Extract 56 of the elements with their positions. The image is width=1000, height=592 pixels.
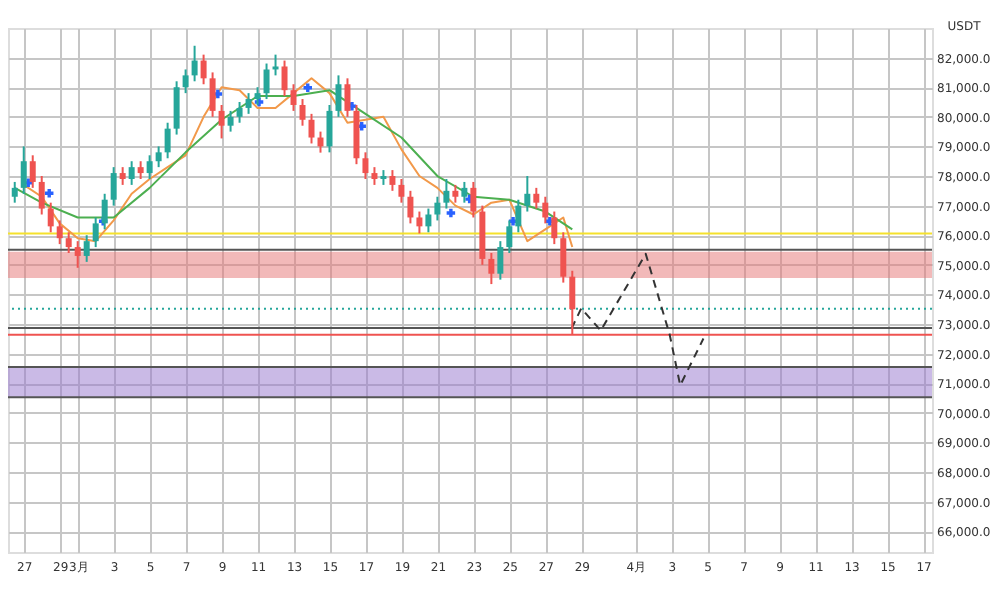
candlestick [164, 121, 171, 160]
candlestick [560, 231, 567, 284]
candlestick [200, 53, 207, 86]
candlestick [29, 154, 36, 189]
candlestick [344, 77, 351, 118]
candlestick [497, 240, 504, 281]
candlestick [434, 195, 441, 222]
candlestick [416, 210, 423, 235]
candlestick [155, 145, 162, 169]
candlestick [56, 219, 63, 246]
candlestick [227, 109, 234, 133]
candlestick [353, 103, 360, 166]
candlestick [443, 177, 450, 210]
candlestick [317, 130, 324, 154]
candlestick [425, 207, 432, 234]
candlestick [326, 103, 333, 154]
candlestick [308, 112, 315, 145]
candlestick [146, 154, 153, 180]
candlestick [110, 166, 117, 207]
candlestick [128, 160, 135, 186]
candlestick [74, 240, 81, 269]
candlestick [191, 44, 198, 83]
candlestick [101, 192, 108, 231]
candlestick [335, 74, 342, 118]
candlestick [362, 151, 369, 180]
candlestick [551, 210, 558, 246]
candlestick [290, 83, 297, 112]
candlestick [506, 219, 513, 254]
candlestick [263, 62, 270, 101]
candlestick [236, 101, 243, 124]
candlestick [65, 231, 72, 254]
candlestick [533, 186, 540, 210]
candlestick [20, 145, 27, 195]
candlestick [407, 189, 414, 225]
candlestick [389, 169, 396, 192]
candlestick [524, 175, 531, 213]
candlestick [209, 71, 216, 118]
candlestick [398, 177, 405, 204]
candlestick [515, 198, 522, 234]
candlestick [542, 195, 549, 225]
candlestick [488, 251, 495, 286]
candlestick [299, 98, 306, 127]
candlestick [47, 201, 54, 234]
candlestick [83, 234, 90, 263]
candlestick [461, 180, 468, 204]
candlestick [38, 175, 45, 216]
candlestick [11, 180, 18, 204]
candlestick [245, 92, 252, 115]
candlestick [281, 59, 288, 98]
candlestick [479, 204, 486, 266]
candlestick [173, 80, 180, 136]
candlestick [182, 68, 189, 95]
candlestick [218, 103, 225, 140]
candlestick [272, 53, 279, 77]
candlestick [92, 216, 99, 249]
candlestick [470, 180, 477, 219]
